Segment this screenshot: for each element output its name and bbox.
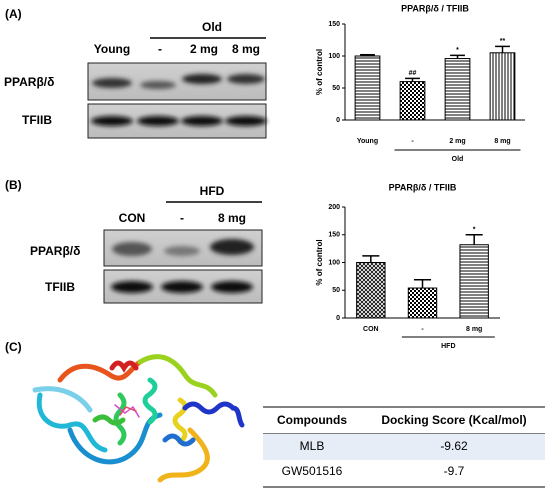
table-cell: -9.62 <box>440 439 468 453</box>
bar <box>399 81 426 121</box>
y-tick-label: 100 <box>328 259 340 266</box>
bar <box>356 262 386 319</box>
y-axis-label: % of control <box>315 239 324 285</box>
band <box>91 116 133 126</box>
significance-marker: ** <box>500 38 506 45</box>
lane-label: 8 mg <box>232 42 260 56</box>
x-tick-label: - <box>421 326 424 333</box>
x-tick-label: 2 mg <box>449 138 465 145</box>
lane-label: - <box>158 42 162 56</box>
y-tick-label: 50 <box>332 85 340 92</box>
y-tick-label: 0 <box>336 117 340 124</box>
x-tick-label: 8 mg <box>466 326 482 333</box>
group-label: Old <box>202 20 222 34</box>
chart-title: PPARβ/δ / TFIIB <box>401 3 469 13</box>
band <box>140 81 176 89</box>
panel-label: (C) <box>5 340 22 354</box>
protein-structure <box>32 354 245 483</box>
band <box>111 281 153 293</box>
row-label: PPARβ/δ <box>4 75 54 89</box>
lane-label: Young <box>94 42 130 56</box>
lane-label: 8 mg <box>218 211 246 225</box>
table-header: Compounds <box>277 413 347 427</box>
bar <box>354 55 381 121</box>
band <box>164 246 200 256</box>
x-tick-label: Young <box>357 138 378 145</box>
band <box>210 239 254 255</box>
band <box>161 281 203 293</box>
blot-a: Old Young - 2 mg 8 mg PPARβ/δ TFIIB <box>4 20 267 139</box>
y-tick-label: 100 <box>328 53 340 60</box>
chart-title: PPARβ/δ / TFIIB <box>389 182 457 192</box>
row-label: PPARβ/δ <box>30 244 80 258</box>
row-label: TFIIB <box>45 280 75 294</box>
band <box>92 78 132 88</box>
y-tick-label: 150 <box>328 232 340 239</box>
group-label: HFD <box>441 343 455 350</box>
table-cell: GW501516 <box>282 464 343 478</box>
lane-label: - <box>180 211 184 225</box>
x-tick-label: - <box>411 138 414 145</box>
panel-label: (B) <box>5 178 22 192</box>
x-tick-label: 8 mg <box>494 138 510 145</box>
blot-b: HFD CON - 8 mg PPARβ/δ TFIIB <box>30 184 263 304</box>
band <box>181 116 223 126</box>
significance-marker: ## <box>409 70 417 77</box>
group-label: Old <box>452 156 464 163</box>
bar <box>489 52 516 121</box>
table-header: Docking Score (Kcal/mol) <box>381 413 526 427</box>
band <box>225 116 267 126</box>
group-label: HFD <box>200 184 225 198</box>
table-cell: MLB <box>300 439 325 453</box>
band <box>211 281 253 293</box>
table-row-bg <box>263 434 545 460</box>
bar <box>407 287 438 319</box>
band <box>112 242 152 256</box>
lane-label: 2 mg <box>190 42 218 56</box>
docking-table: Compounds Docking Score (Kcal/mol) MLB -… <box>263 406 545 488</box>
band <box>137 116 179 126</box>
y-tick-label: 50 <box>332 287 340 294</box>
panel-label: (A) <box>5 7 22 21</box>
y-tick-label: 0 <box>336 315 340 322</box>
bar <box>444 58 471 121</box>
y-tick-label: 200 <box>328 204 340 211</box>
row-label: TFIIB <box>22 113 52 127</box>
band <box>227 74 265 84</box>
significance-marker: * <box>473 227 476 234</box>
y-tick-label: 150 <box>328 21 340 28</box>
x-tick-label: CON <box>363 326 379 333</box>
y-axis-label: % of control <box>315 49 324 95</box>
significance-marker: * <box>456 47 459 54</box>
lane-label: CON <box>119 211 146 225</box>
table-cell: -9.7 <box>444 464 465 478</box>
band <box>182 74 222 84</box>
bar <box>459 244 489 319</box>
